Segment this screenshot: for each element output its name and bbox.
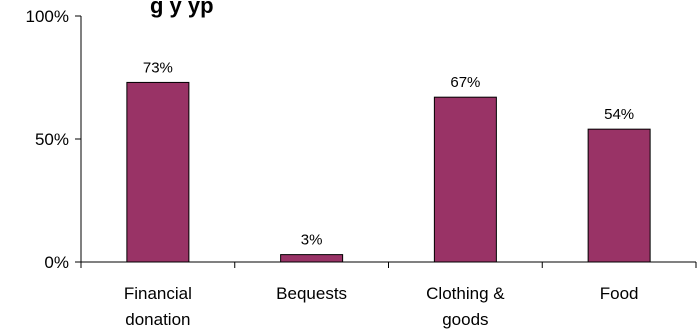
y-tick-label: 100%	[26, 7, 69, 26]
plot-area: 0% 50% 100% 73% Financial donation 3% Bequests 6…	[26, 7, 697, 329]
bar	[433, 96, 497, 263]
x-category-label: Bequests	[276, 284, 347, 303]
data-label: 3%	[301, 232, 323, 249]
chart-title-fragment: g y yp	[150, 0, 214, 18]
data-label: 67%	[450, 74, 480, 91]
y-tick-label: 50%	[35, 130, 69, 149]
x-category-label: Food	[600, 284, 639, 303]
x-category-label: goods	[442, 310, 488, 329]
bar	[280, 254, 344, 263]
data-label: 73%	[143, 59, 173, 76]
x-category-label: Financial	[124, 284, 192, 303]
x-category-label: donation	[125, 310, 190, 329]
bar	[587, 128, 651, 263]
y-tick-label: 0%	[44, 253, 69, 272]
data-label: 54%	[604, 106, 634, 123]
bar	[126, 81, 190, 263]
x-category-label: Clothing &	[426, 284, 505, 303]
